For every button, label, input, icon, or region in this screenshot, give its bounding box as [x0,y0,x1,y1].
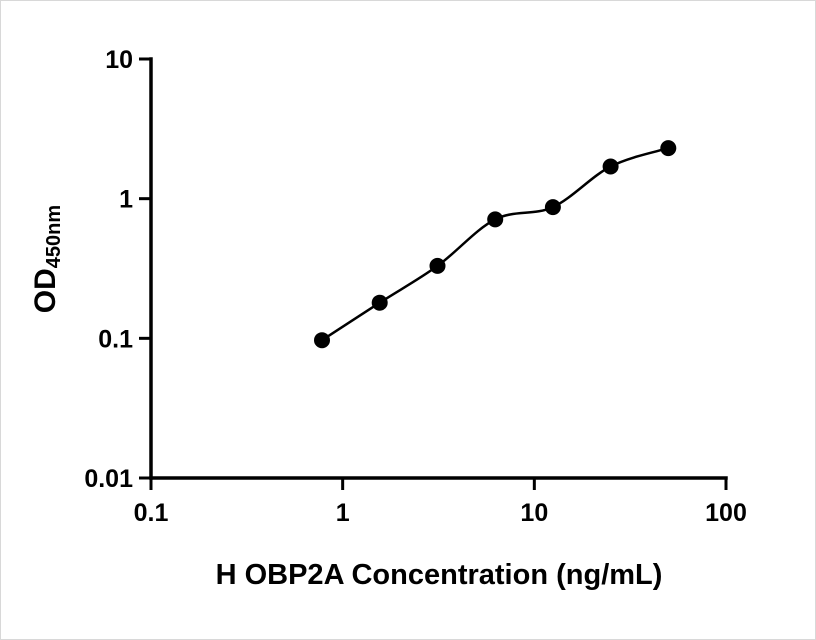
y-axis-title-sub: 450nm [43,204,65,269]
x-axis-tick-label: 1 [336,499,350,527]
x-axis-tick-label: 100 [705,499,747,527]
y-axis-tick-label: 1 [119,186,133,214]
data-point [314,332,330,349]
data-point [660,140,677,157]
x-axis-title: H OBP2A Concentration (ng/mL) [215,559,663,591]
data-point [429,257,446,274]
y-axis-tick-label: 0.1 [98,325,133,353]
data-point [371,294,388,311]
data-point [602,158,619,175]
fit-curve [321,146,669,342]
y-axis-tick-label: 10 [105,46,133,74]
y-axis-title: OD450nm [29,204,65,314]
x-axis-tick-label: 0.1 [134,499,169,527]
data-point [544,199,561,216]
data-point [487,211,504,228]
x-axis-tick-label: 10 [520,499,548,527]
y-axis-title-main: OD [29,268,62,314]
y-axis-tick-label: 0.01 [84,465,133,493]
